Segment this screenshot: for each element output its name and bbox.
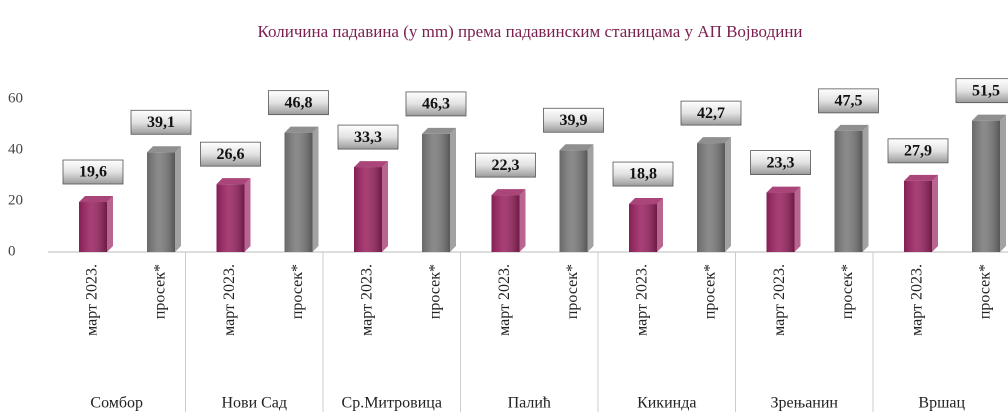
x-group-label: Палић <box>508 395 551 412</box>
bar-side <box>244 178 251 252</box>
bar-shade <box>491 195 520 252</box>
bar-top <box>766 186 801 193</box>
value-label: 51,5 <box>972 82 1000 99</box>
bar-side <box>450 127 456 252</box>
chart-title: Количина падавина (у mm) према падавинск… <box>257 22 802 41</box>
bar-top <box>904 174 938 181</box>
value-label: 39,9 <box>560 112 588 129</box>
bar-shade <box>147 152 175 252</box>
x-tick-label: просек* <box>977 264 994 319</box>
x-tick-label: просек* <box>152 264 169 319</box>
x-tick-label: просек* <box>839 264 856 319</box>
y-tick-label: 0 <box>8 243 16 259</box>
bar-side <box>382 161 388 252</box>
value-label: 39,1 <box>147 114 175 131</box>
bar-shade <box>559 150 588 252</box>
bar-top <box>834 124 869 131</box>
bar-side <box>175 146 181 252</box>
bar-top <box>422 127 456 134</box>
bar-side <box>725 137 731 252</box>
value-label: 23,3 <box>767 154 795 171</box>
bar-shade <box>422 133 450 252</box>
bar-top <box>559 144 594 151</box>
value-label-box <box>543 107 604 133</box>
value-label: 46,3 <box>422 96 450 113</box>
value-label-box <box>750 150 811 175</box>
x-tick-label: просек* <box>702 264 719 319</box>
value-label: 46,8 <box>285 94 313 111</box>
bar-side <box>932 174 938 252</box>
x-tick-label: март 2023. <box>771 264 788 336</box>
value-label: 26,6 <box>217 146 245 163</box>
bar-side <box>1000 114 1006 252</box>
value-label-box <box>955 78 1008 104</box>
value-label: 22,3 <box>492 157 520 174</box>
value-label-box <box>200 141 261 167</box>
value-label-box <box>62 159 124 185</box>
value-label: 33,3 <box>354 129 382 146</box>
bar-shade <box>834 130 863 252</box>
x-group-label: Ср.Митровица <box>342 395 442 412</box>
y-tick-label: 20 <box>8 192 23 208</box>
value-label-box <box>405 91 467 117</box>
x-tick-label: март 2023. <box>909 264 926 336</box>
x-group-label: Нови Сад <box>221 395 287 412</box>
value-label-box <box>818 88 879 114</box>
bar-top <box>79 196 113 203</box>
bar-shade <box>697 143 725 252</box>
bar-shade <box>354 167 382 252</box>
value-label: 19,6 <box>79 164 107 181</box>
value-label-box <box>475 152 536 178</box>
bar-top <box>284 126 319 133</box>
bar-shade <box>972 120 1000 252</box>
bar-side <box>862 124 869 252</box>
x-tick-label: просек* <box>564 264 581 319</box>
x-group-label: Зрењанин <box>771 395 839 412</box>
value-label-box <box>337 124 399 150</box>
value-label-box <box>268 90 329 116</box>
x-group-label: Кикинда <box>637 395 696 412</box>
bar-shade <box>904 180 932 252</box>
bar-shade <box>284 132 313 252</box>
x-tick-label: просек* <box>289 264 306 319</box>
x-group-label: Вршац <box>918 395 965 412</box>
bar-top <box>629 198 663 205</box>
bar-shade <box>216 184 245 252</box>
bar-top <box>697 137 731 144</box>
bar-side <box>657 198 663 252</box>
bar-side <box>587 144 594 252</box>
bar-top <box>972 114 1006 121</box>
bar-side <box>794 186 801 252</box>
value-label: 27,9 <box>904 143 932 160</box>
bar-shade <box>629 204 657 252</box>
value-label-box <box>680 100 742 126</box>
value-label-box <box>612 161 674 187</box>
value-label-box <box>887 138 949 164</box>
x-tick-label: март 2023. <box>84 264 101 336</box>
x-tick-label: март 2023. <box>634 264 651 336</box>
value-label: 42,7 <box>697 105 725 122</box>
bar-top <box>354 161 388 168</box>
bar-shade <box>79 202 107 252</box>
x-tick-label: март 2023. <box>359 264 376 336</box>
bar-side <box>519 189 526 252</box>
value-label-box <box>130 109 192 135</box>
bar-top <box>147 146 181 153</box>
x-group-label: Сомбор <box>90 395 143 412</box>
bar-shade <box>766 192 795 252</box>
value-label: 47,5 <box>835 93 863 110</box>
value-label: 18,8 <box>629 166 657 183</box>
x-tick-label: просек* <box>427 264 444 319</box>
x-tick-label: март 2023. <box>221 264 238 336</box>
bar-top <box>491 189 526 196</box>
y-tick-label: 60 <box>8 90 23 106</box>
x-tick-label: март 2023. <box>496 264 513 336</box>
bar-top <box>216 178 251 185</box>
bar-side <box>312 126 319 252</box>
y-tick-label: 40 <box>8 141 23 157</box>
bar-side <box>107 196 113 252</box>
